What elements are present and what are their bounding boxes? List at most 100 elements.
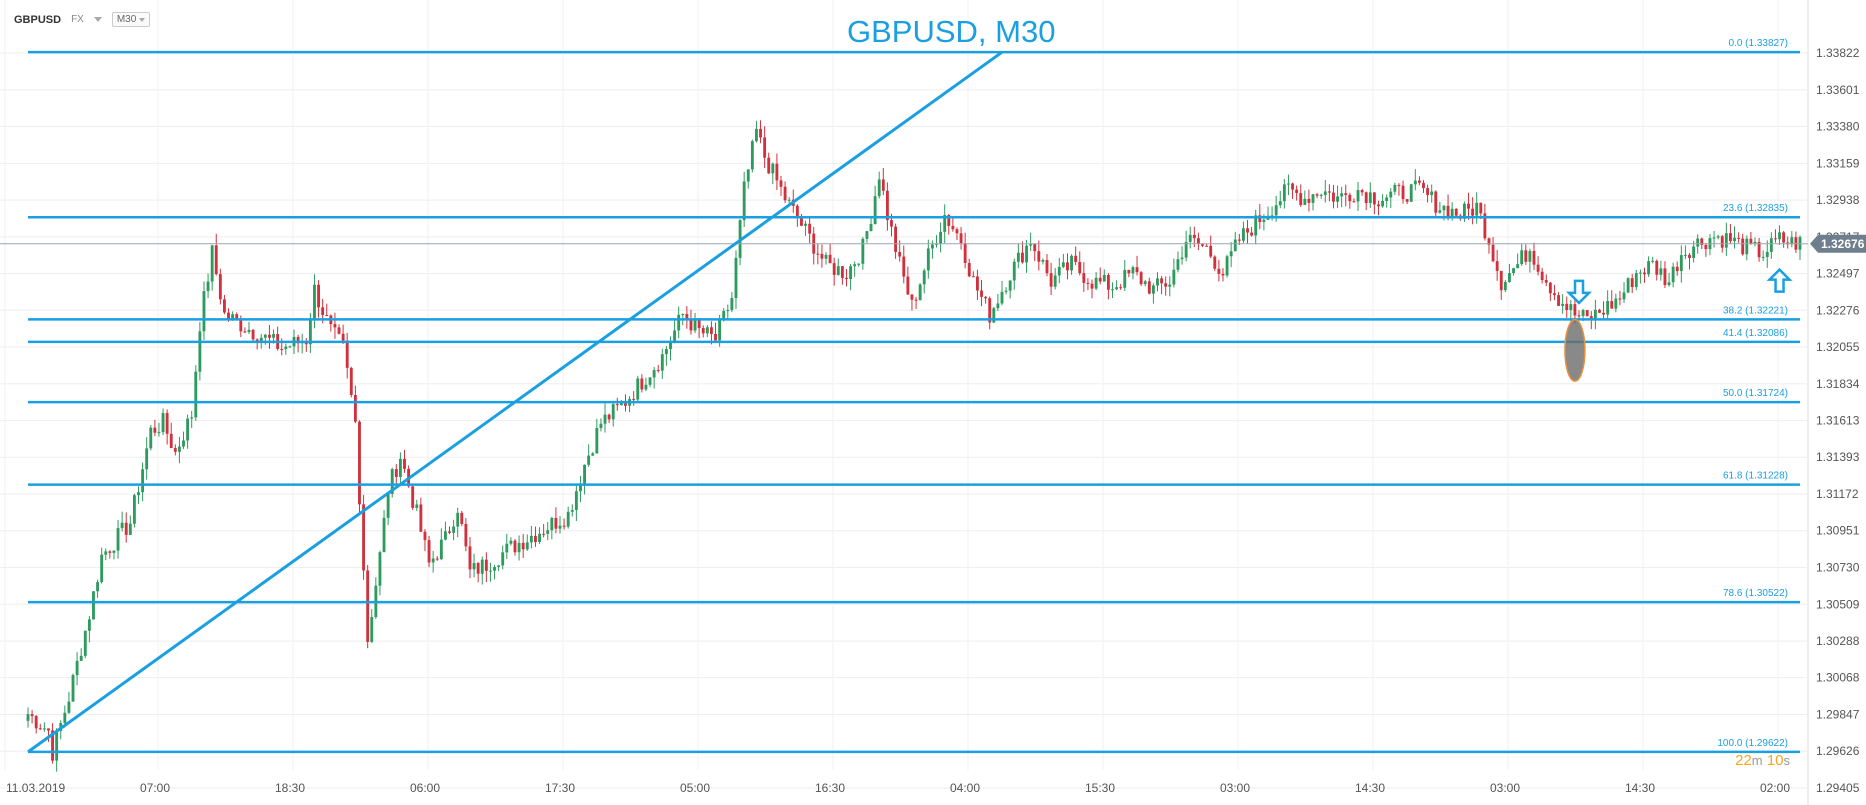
candle-body [652, 370, 656, 378]
timeframe-label: M30 [116, 14, 137, 25]
candle-body [1446, 205, 1450, 219]
instrument-bar: GBPUSD FX M30 [14, 12, 151, 27]
current-price-tag[interactable] [1810, 234, 1866, 253]
candle-body [705, 327, 709, 334]
candle-body [1688, 254, 1691, 259]
fib-level-label: 61.8 (1.31228) [1723, 471, 1788, 482]
candle-body [1160, 278, 1164, 284]
candle-body [1221, 273, 1225, 276]
chevron-down-icon[interactable] [93, 17, 102, 22]
arrow-down-icon[interactable] [1565, 279, 1593, 305]
candle-body [660, 354, 664, 371]
candle-body [259, 337, 263, 343]
candle-body [1422, 182, 1425, 189]
candle-body [1454, 208, 1458, 216]
candle-body [1291, 183, 1294, 190]
candle-body [574, 491, 578, 511]
candle-body [1385, 197, 1389, 201]
candle-body [1029, 244, 1033, 246]
candle-body [816, 253, 820, 255]
candle-body [746, 169, 750, 182]
candle-body [321, 307, 325, 316]
arrow-up-icon[interactable] [1766, 267, 1793, 293]
price-tick-label: 1.30068 [1816, 671, 1860, 685]
candle-body [734, 257, 738, 298]
candle-body [885, 190, 889, 221]
trendline-line[interactable] [27, 50, 1003, 754]
time-tick-label: 05:00 [680, 781, 710, 795]
candle-body [1487, 238, 1491, 245]
candle-body [1106, 275, 1110, 290]
candle-body [1733, 237, 1736, 242]
candle-body [1315, 194, 1319, 196]
candle-body [1233, 239, 1237, 252]
candle-body [1025, 245, 1028, 263]
candle-body [975, 276, 979, 291]
ellipse-highlight[interactable] [1564, 318, 1586, 382]
candle-body [1135, 267, 1139, 273]
candle-body [223, 299, 226, 313]
candle-body [587, 455, 591, 465]
candle-body [767, 157, 771, 174]
candle-body [910, 294, 914, 300]
candle-body [849, 266, 853, 279]
candle-body [1327, 191, 1331, 193]
candle-body [1778, 232, 1781, 240]
candle-body [1127, 269, 1131, 274]
symbol-label[interactable]: GBPUSD [14, 13, 62, 26]
candle-body [783, 186, 787, 201]
price-tick-label: 1.31613 [1816, 414, 1860, 428]
candle-body [689, 320, 693, 331]
candle-body [443, 531, 447, 540]
candle-body [1417, 180, 1421, 183]
candle-body [71, 675, 75, 702]
trendline[interactable] [27, 50, 1003, 754]
candle-body [1700, 238, 1704, 245]
price-axis[interactable]: 1.338221.336011.333801.331591.329381.327… [1810, 46, 1866, 795]
timeframe-select[interactable]: M30 [111, 12, 151, 27]
market-label: FX [71, 14, 84, 25]
candle-body [1696, 238, 1700, 247]
chevron-down-icon [139, 17, 146, 22]
candle-body [1352, 201, 1356, 203]
candle-body [251, 329, 255, 340]
candle-body [763, 137, 767, 158]
timer-minutes: 22 [1735, 752, 1752, 769]
candle-body [1397, 184, 1401, 186]
candle-body [1098, 277, 1102, 282]
annotations[interactable] [1564, 267, 1793, 382]
candle-body [640, 378, 644, 390]
candle-body [996, 303, 1000, 309]
candle-body [1172, 269, 1176, 285]
candle-body [1147, 281, 1151, 294]
candle-body [800, 218, 803, 226]
candle-body [1303, 198, 1307, 205]
candle-body [1188, 234, 1192, 242]
candle-body [935, 243, 938, 245]
candle-body [967, 263, 971, 277]
candle-body [214, 245, 218, 275]
candle-body [1667, 282, 1671, 286]
candle-body [1270, 215, 1274, 217]
candle-body [104, 551, 108, 555]
fibonacci-levels[interactable]: 0.0 (1.33827) 23.6 (1.32835) 38.2 (1.32221… [28, 38, 1800, 754]
candle-body [1438, 210, 1442, 213]
candle-body [1479, 202, 1483, 214]
fib-level-label: 50.0 (1.31724) [1723, 388, 1788, 399]
candle-body [1769, 238, 1773, 252]
candle-body [1585, 310, 1589, 317]
candle-body [1381, 200, 1385, 207]
candle-body [693, 319, 697, 331]
candle-body [656, 370, 660, 372]
candle-body [149, 427, 153, 449]
candle-body [186, 418, 190, 441]
candle-body [489, 570, 492, 572]
candle-body [959, 233, 963, 244]
candle-body [599, 423, 603, 429]
time-axis[interactable]: 11.03.2019 07:00 18:30 06:00 17:30 05:00 16:30… [6, 781, 1866, 795]
candle-body [456, 512, 460, 527]
time-tick-label: 07:00 [140, 781, 170, 795]
candle-body [521, 542, 525, 550]
candle-body [1450, 208, 1454, 219]
